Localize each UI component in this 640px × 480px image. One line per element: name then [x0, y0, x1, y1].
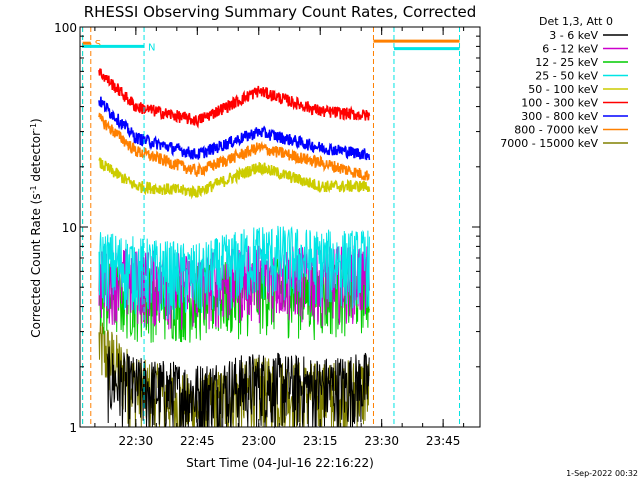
legend-label: 6 - 12 keV	[542, 43, 598, 56]
legend-title: Det 1,3, Att 0	[539, 15, 613, 28]
legend-label: 25 - 50 keV	[535, 70, 598, 83]
y-axis-label-part: -1	[29, 123, 38, 131]
y-tick-label: 1	[69, 421, 77, 435]
x-tick-label: 22:45	[180, 434, 215, 448]
x-tick-label: 23:45	[426, 434, 461, 448]
legend-label: 7000 - 15000 keV	[500, 137, 598, 150]
flag-label-1: N	[148, 42, 155, 53]
legend-label: 12 - 25 keV	[535, 56, 598, 69]
series-line-25-50keV	[98, 225, 370, 320]
legend-label: 800 - 7000 keV	[514, 124, 598, 137]
y-tick-label: 100	[54, 21, 77, 35]
y-axis-label-part: Corrected Count Rate (s	[29, 193, 43, 337]
x-tick-label: 22:30	[119, 434, 154, 448]
legend-label: 300 - 800 keV	[521, 110, 598, 123]
y-tick-label: 10	[62, 221, 77, 235]
flag-label-0: S	[95, 39, 101, 50]
series-line-3-6keV	[106, 346, 370, 429]
series-0	[106, 346, 370, 429]
legend-label: 3 - 6 keV	[549, 29, 598, 42]
y-axis-label-part: detector	[29, 131, 43, 186]
y-axis-label-part: -1	[29, 185, 38, 193]
axes: 1 10 100 22:30 22:45 23:00 23:15 23:30 23:45	[54, 21, 481, 448]
y-axis-label: Corrected Count Rate (s-1 detector-1)	[29, 118, 44, 337]
x-axis-label: Start Time (04-Jul-16 22:16:22)	[186, 456, 374, 470]
x-tick-label: 23:00	[241, 434, 276, 448]
x-tick-label: 23:30	[364, 434, 399, 448]
legend-label: 50 - 100 keV	[528, 83, 598, 96]
series-3	[98, 225, 370, 320]
y-axis-label-part: )	[29, 118, 43, 123]
x-tick-label: 23:15	[303, 434, 338, 448]
footer-date: 1-Sep-2022 00:32	[566, 469, 638, 478]
legend-label: 100 - 300 keV	[521, 97, 598, 110]
chart-title: RHESSI Observing Summary Count Rates, Co…	[84, 3, 477, 21]
